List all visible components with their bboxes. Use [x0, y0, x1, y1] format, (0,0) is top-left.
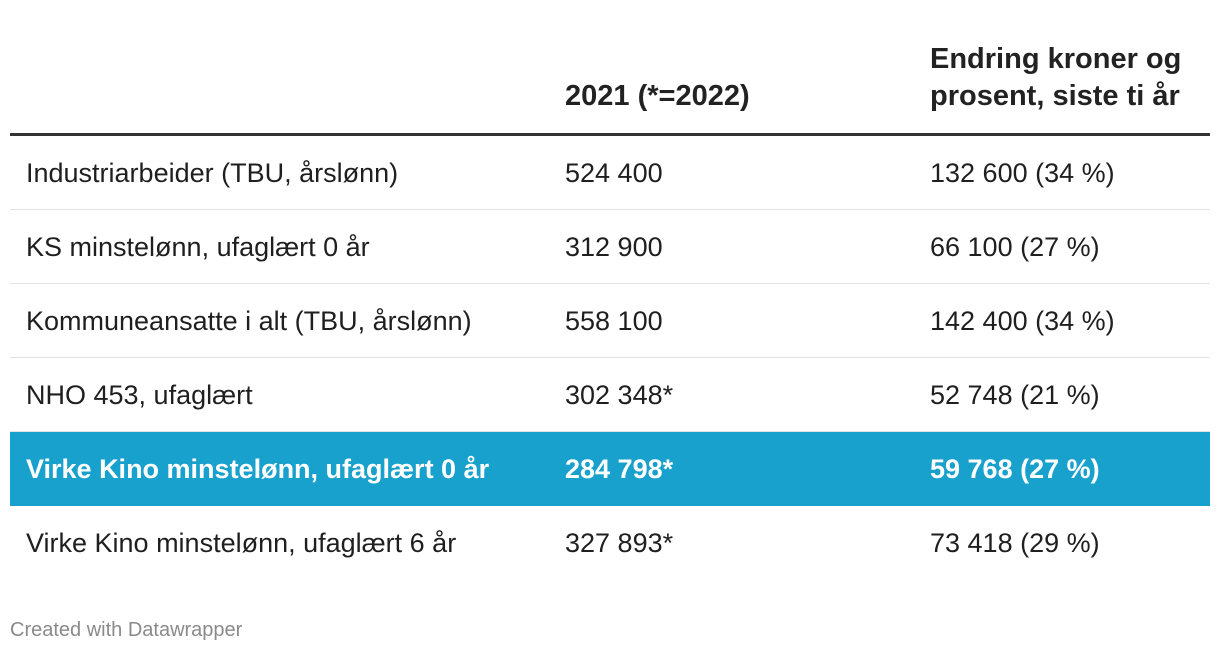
- row-value: 327 893*: [565, 528, 674, 558]
- row-change: 59 768 (27 %): [930, 454, 1100, 484]
- row-value: 558 100: [565, 306, 663, 336]
- table-row: KS minstelønn, ufaglært 0 år 312 900 66 …: [10, 210, 1210, 284]
- header-change-column: Endring kroner og prosent, siste ti år: [930, 43, 1182, 112]
- table-row: NHO 453, ufaglært 302 348* 52 748 (21 %): [10, 358, 1210, 432]
- row-label: Virke Kino minstelønn, ufaglært 6 år: [26, 528, 457, 558]
- row-label: Kommuneansatte i alt (TBU, årslønn): [26, 306, 472, 336]
- row-label: Industriarbeider (TBU, årslønn): [26, 158, 399, 188]
- row-label: NHO 453, ufaglært: [26, 380, 253, 410]
- row-change: 132 600 (34 %): [930, 158, 1115, 188]
- row-change: 142 400 (34 %): [930, 306, 1115, 336]
- row-change: 66 100 (27 %): [930, 232, 1100, 262]
- row-label: Virke Kino minstelønn, ufaglært 0 år: [26, 454, 490, 484]
- header-value-column: 2021 (*=2022): [565, 80, 750, 112]
- data-table: 2021 (*=2022) Endring kroner og prosent,…: [10, 0, 1210, 579]
- table-row: Virke Kino minstelønn, ufaglært 6 år 327…: [10, 506, 1210, 579]
- table-row: Kommuneansatte i alt (TBU, årslønn) 558 …: [10, 284, 1210, 358]
- row-value: 312 900: [565, 232, 663, 262]
- row-change: 52 748 (21 %): [930, 380, 1100, 410]
- table-row-highlighted: Virke Kino minstelønn, ufaglært 0 år 284…: [10, 432, 1210, 506]
- datawrapper-credit: Created with Datawrapper: [10, 619, 243, 641]
- row-value: 302 348*: [565, 380, 674, 410]
- table-row: Industriarbeider (TBU, årslønn) 524 400 …: [10, 136, 1210, 210]
- row-change: 73 418 (29 %): [930, 528, 1100, 558]
- row-label: KS minstelønn, ufaglært 0 år: [26, 232, 370, 262]
- row-value: 284 798*: [565, 454, 674, 484]
- row-value: 524 400: [565, 158, 663, 188]
- table-header: 2021 (*=2022) Endring kroner og prosent,…: [10, 0, 1210, 136]
